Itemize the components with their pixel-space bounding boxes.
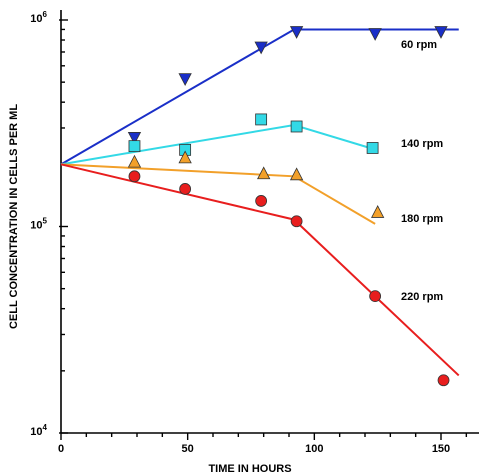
data-point-140-rpm	[290, 120, 303, 133]
labels: TIME IN HOURS CELL CONCENTRATION IN CELLS…	[8, 39, 443, 475]
data-point-220-rpm	[290, 215, 303, 228]
data-point-220-rpm	[255, 195, 268, 207]
x-tick-label: 0	[58, 443, 64, 455]
data-point-220-rpm	[128, 170, 141, 183]
data-point-180-rpm	[127, 154, 142, 168]
x-axis-title: TIME IN HOURS	[208, 463, 291, 475]
data-point-60-rpm	[434, 26, 448, 39]
data-point-180-rpm	[371, 205, 385, 218]
series-label-140-rpm: 140 rpm	[401, 138, 443, 150]
data-point-180-rpm	[289, 167, 304, 181]
y-axis-title: CELL CONCENTRATION IN CELLS PER ML	[8, 104, 20, 329]
y-tick-label: 106	[30, 10, 47, 25]
x-tick-label: 50	[182, 443, 194, 455]
fit-line-140-rpm	[60, 124, 371, 166]
data-point-60-rpm	[289, 26, 304, 39]
data-point-140-rpm	[255, 113, 268, 126]
fit-line-180-rpm	[60, 163, 376, 225]
data-point-220-rpm	[179, 183, 192, 195]
data-point-180-rpm	[178, 150, 192, 164]
y-tick-label: 104	[30, 423, 47, 438]
series-label-180-rpm: 180 rpm	[401, 213, 443, 225]
data-point-220-rpm	[437, 374, 450, 387]
x-tick-label: 150	[432, 443, 450, 455]
series-label-220-rpm: 220 rpm	[401, 291, 443, 303]
data-point-140-rpm	[366, 142, 379, 154]
series-label-60-rpm: 60 rpm	[401, 39, 437, 51]
x-tick-label: 100	[305, 443, 323, 455]
data-point-140-rpm	[128, 140, 141, 153]
data-point-180-rpm	[257, 166, 271, 180]
axes: 104 105 106 0 50 100 150	[30, 10, 479, 455]
data-point-60-rpm	[127, 132, 142, 145]
data-markers	[127, 26, 450, 387]
data-point-60-rpm	[254, 41, 268, 55]
y-tick-label: 105	[30, 217, 47, 232]
data-point-60-rpm	[368, 28, 382, 41]
data-point-220-rpm	[369, 290, 382, 303]
data-point-60-rpm	[178, 73, 192, 87]
